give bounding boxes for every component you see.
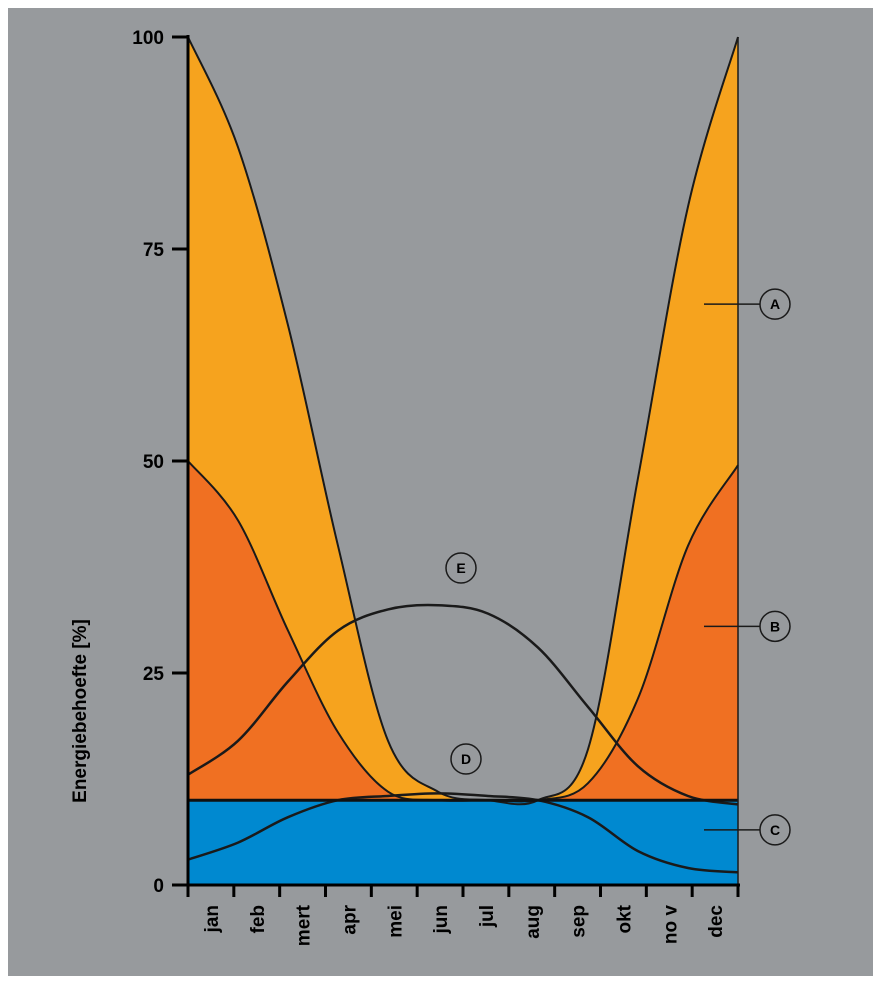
y-tick-label-25: 25 bbox=[143, 664, 165, 685]
x-tick-label-jul: jul bbox=[477, 905, 498, 928]
marker-label-E: E bbox=[456, 560, 465, 576]
marker-label-D: D bbox=[461, 751, 471, 767]
x-tick-label-jun: jun bbox=[431, 905, 452, 935]
x-tick-label-jan: jan bbox=[202, 905, 223, 933]
x-tick-label-mei: mei bbox=[385, 905, 406, 938]
chart-frame: 0 25 50 75 100 jan feb mert apr mei jun jul aug sep ok… bbox=[8, 8, 873, 976]
area-series-A bbox=[188, 37, 738, 885]
area-series-C bbox=[188, 800, 738, 885]
y-axis-title: Energiebehoefte [%] bbox=[70, 619, 91, 803]
marker-label-A: A bbox=[770, 296, 780, 312]
x-tick-label-nov: no v bbox=[660, 905, 681, 944]
y-tick-label-0: 0 bbox=[153, 876, 164, 897]
x-tick-label-apr: apr bbox=[339, 904, 360, 934]
x-tick-label-okt: okt bbox=[614, 904, 635, 933]
line-series-D bbox=[187, 792, 739, 874]
marker-circle-C bbox=[759, 814, 791, 846]
x-tick-label-aug: aug bbox=[523, 905, 544, 939]
y-tick-label-75: 75 bbox=[143, 240, 165, 261]
x-tick-label-mert: mert bbox=[294, 904, 315, 946]
marker-label-C: C bbox=[770, 822, 780, 838]
marker-circle-B bbox=[759, 610, 791, 643]
y-tick-label-50: 50 bbox=[143, 452, 164, 473]
marker-label-B: B bbox=[770, 618, 780, 634]
energy-demand-chart: 0 25 50 75 100 jan feb mert apr mei jun jul aug sep ok… bbox=[70, 28, 791, 946]
y-tick-label-100: 100 bbox=[132, 28, 164, 49]
x-tick-label-dec: dec bbox=[706, 905, 727, 938]
line-series-E bbox=[187, 603, 739, 806]
x-tick-label-feb: feb bbox=[248, 905, 269, 934]
marker-circle-D bbox=[450, 743, 482, 775]
area-series-B bbox=[188, 461, 738, 885]
marker-circle-A bbox=[759, 288, 791, 320]
marker-circle-E bbox=[445, 552, 477, 584]
x-tick-label-sep: sep bbox=[569, 905, 590, 938]
